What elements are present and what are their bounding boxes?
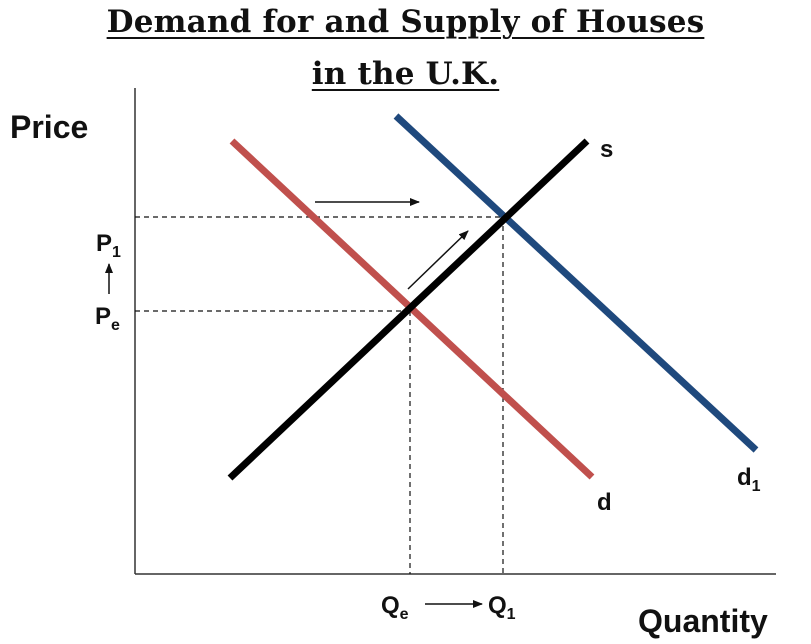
y-axis-label: Price	[10, 109, 88, 145]
supply-curve-s	[227, 138, 590, 481]
quantity-qe-label: Qe	[381, 592, 409, 623]
demand-new-curve-label: d1	[737, 464, 761, 495]
demand-curve-label: d	[597, 489, 612, 516]
quantity-q1-label: Q1	[488, 592, 516, 623]
x-axis-label: Quantity	[638, 603, 768, 639]
price-pe-label: Pe	[95, 303, 120, 334]
title-line-1: Demand for and Supply of Houses	[106, 4, 705, 40]
supply-curve-label: s	[600, 136, 613, 163]
price-p1-label: P1	[96, 230, 121, 261]
demand-curve-d1	[393, 113, 759, 453]
movement-along-supply-arrow	[407, 230, 469, 290]
title-line-2: in the U.K.	[311, 56, 500, 92]
